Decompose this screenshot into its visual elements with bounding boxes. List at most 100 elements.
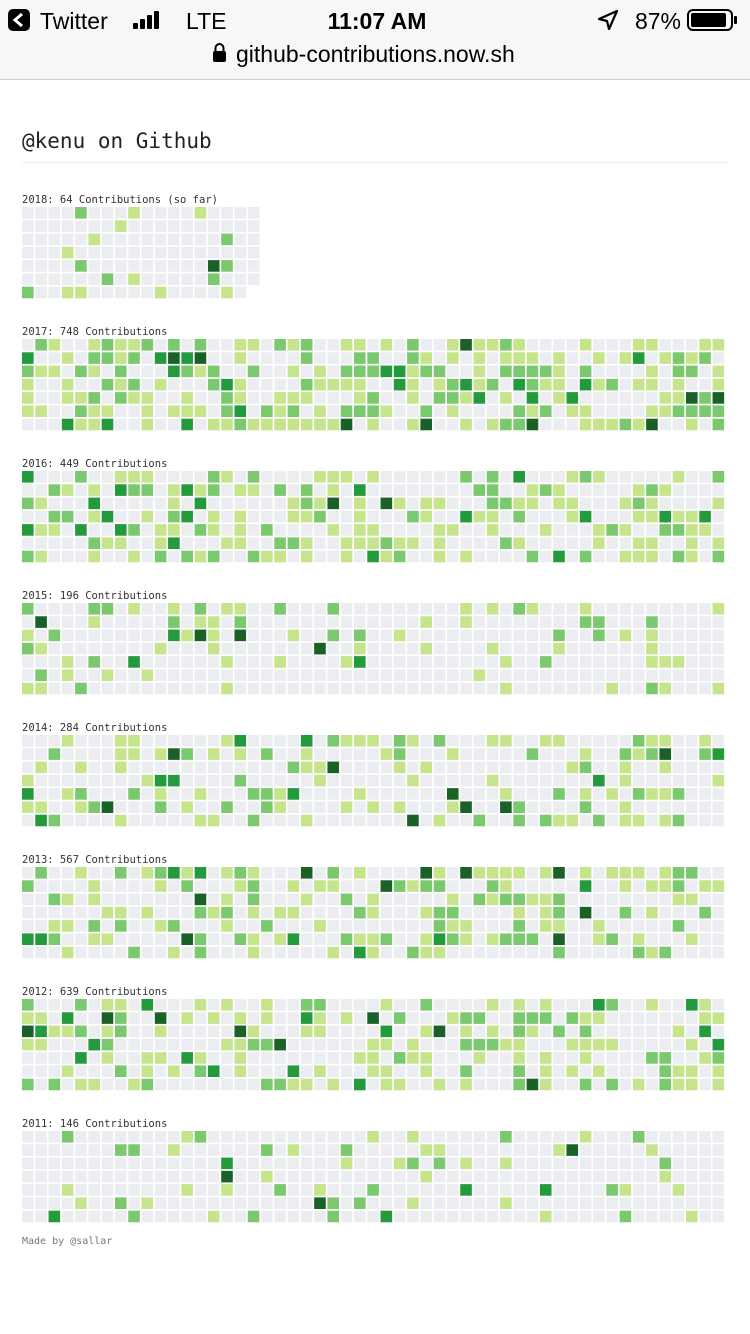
contribution-cell: [88, 273, 100, 285]
contribution-cell: [606, 1197, 618, 1209]
contribution-cell: [48, 748, 61, 760]
contribution-cell: [606, 616, 618, 628]
contribution-cell: [114, 774, 127, 787]
contribution-cell: [699, 1025, 711, 1038]
contribution-cell: [407, 1144, 419, 1156]
contribution-cell: [207, 1012, 220, 1024]
contribution-cell: [712, 774, 725, 787]
contribution-cell: [207, 1052, 220, 1064]
contribution-cell: [393, 1038, 406, 1051]
contribution-cell: [606, 1012, 618, 1024]
contribution-cell: [433, 629, 446, 642]
contribution-cell: [354, 946, 366, 959]
contribution-cell: [287, 1038, 300, 1051]
contribution-cell: [61, 1184, 74, 1196]
contribution-cell: [473, 642, 486, 655]
contribution-cell: [699, 392, 711, 404]
contribution-cell: [300, 339, 313, 351]
contribution-cell: [75, 669, 87, 681]
contribution-cell: [274, 510, 286, 523]
contribution-cell: [486, 933, 499, 945]
back-app[interactable]: Twitter: [40, 8, 108, 34]
contribution-cell: [221, 946, 233, 959]
contribution-cell: [314, 497, 326, 510]
contribution-cell: [553, 1157, 565, 1170]
contribution-cell: [340, 1038, 353, 1051]
contribution-cell: [261, 392, 273, 404]
contribution-cell: [659, 339, 672, 351]
contribution-cell: [287, 893, 300, 906]
contribution-cell: [473, 1025, 486, 1038]
contribution-cell: [327, 1144, 340, 1156]
contribution-cell: [247, 392, 260, 404]
contribution-cell: [672, 524, 685, 536]
contribution-cell: [354, 603, 366, 615]
contribution-cell: [61, 1012, 74, 1024]
contribution-cell: [168, 920, 180, 932]
contribution-cell: [513, 616, 525, 628]
contribution-cell: [300, 537, 313, 549]
contribution-cell: [101, 1038, 114, 1051]
contribution-cell: [300, 1170, 313, 1183]
contribution-cell: [234, 378, 247, 391]
contribution-cell: [686, 629, 698, 642]
contribution-cell: [234, 1144, 247, 1156]
contribution-cell: [699, 867, 711, 879]
contribution-cell: [88, 1078, 100, 1091]
contribution-cell: [128, 1184, 140, 1196]
contribution-cell: [114, 1078, 127, 1091]
contribution-cell: [433, 801, 446, 813]
contribution-cell: [181, 365, 193, 378]
contribution-cell: [460, 378, 472, 391]
contribution-cell: [380, 1065, 393, 1077]
contribution-cell: [327, 669, 340, 681]
contribution-cell: [579, 352, 592, 364]
contribution-cell: [606, 642, 618, 655]
contribution-cell: [181, 246, 193, 259]
contribution-cell: [22, 656, 34, 668]
contribution-cell: [566, 682, 579, 695]
contribution-cell: [261, 339, 273, 351]
back-button[interactable]: [8, 9, 30, 31]
contribution-cell: [314, 788, 326, 800]
contribution-cell: [433, 418, 446, 431]
contribution-cell: [593, 629, 605, 642]
contribution-cell: [593, 933, 605, 945]
contribution-cell: [354, 1078, 366, 1091]
contribution-cell: [460, 629, 472, 642]
contribution-cell: [446, 642, 459, 655]
contribution-cell: [699, 1157, 711, 1170]
contribution-cell: [354, 550, 366, 563]
contribution-cell: [128, 550, 140, 563]
contribution-cell: [460, 418, 472, 431]
contribution-cell: [247, 1184, 260, 1196]
contribution-cell: [659, 1184, 672, 1196]
contribution-cell: [420, 761, 432, 774]
contribution-cell: [194, 656, 207, 668]
contribution-cell: [261, 814, 273, 827]
contribution-cell: [473, 999, 486, 1011]
contribution-cell: [207, 814, 220, 827]
contribution-cell: [619, 1197, 632, 1209]
contribution-cell: [354, 1157, 366, 1170]
contribution-cell: [48, 761, 61, 774]
contribution-cell: [22, 920, 34, 932]
contribution-cell: [114, 920, 127, 932]
contribution-cell: [300, 471, 313, 483]
contribution-cell: [526, 524, 539, 536]
contribution-cell: [380, 682, 393, 695]
contribution-cell: [340, 1197, 353, 1209]
contribution-cell: [354, 471, 366, 483]
url[interactable]: github-contributions.now.sh: [236, 41, 515, 67]
contribution-cell: [340, 1012, 353, 1024]
contribution-cell: [553, 814, 565, 827]
contribution-cell: [699, 748, 711, 760]
contribution-cell: [314, 629, 326, 642]
contribution-cell: [672, 352, 685, 364]
contribution-cell: [141, 642, 154, 655]
contribution-cell: [539, 999, 552, 1011]
contribution-cell: [194, 510, 207, 523]
contribution-cell: [526, 1197, 539, 1209]
contribution-cell: [354, 1197, 366, 1209]
contribution-cell: [619, 497, 632, 510]
